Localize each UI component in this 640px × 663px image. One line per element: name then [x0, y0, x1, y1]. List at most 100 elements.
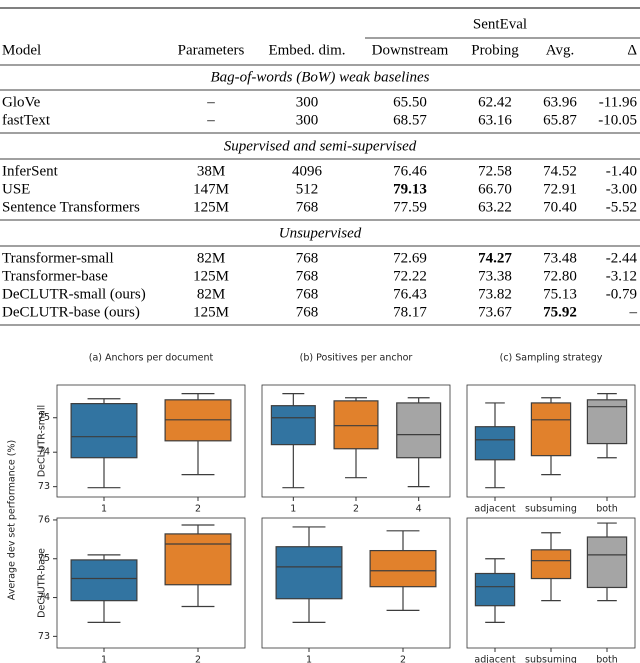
- x-tick-label: 2: [400, 655, 406, 663]
- panel-frame: [56, 517, 246, 649]
- y-tick-label: 75: [38, 553, 50, 564]
- cell: 82M: [197, 286, 225, 302]
- box: [586, 536, 628, 589]
- cell: 78.17: [393, 304, 427, 320]
- section-title: Supervised and semi-supervised: [224, 138, 417, 154]
- box: [474, 572, 516, 607]
- cell: -0.79: [606, 286, 637, 302]
- box: [333, 400, 379, 450]
- x-tick-label: 1: [101, 504, 107, 515]
- cell: 125M: [193, 304, 229, 320]
- cell: 65.50: [393, 94, 427, 110]
- cell: 72.91: [543, 181, 577, 197]
- cell: 63.22: [478, 199, 512, 215]
- x-tick-label: both: [596, 504, 618, 515]
- cell: 768: [296, 304, 319, 320]
- column-header: Probing: [471, 42, 519, 58]
- group-header: SentEval: [473, 16, 527, 32]
- x-tick-label: adjacent: [474, 655, 515, 663]
- cell: DeCLUTR-small (ours): [2, 286, 146, 302]
- cell: 63.16: [478, 112, 512, 128]
- cell: 768: [296, 286, 319, 302]
- x-tick-label: subsuming: [525, 655, 577, 663]
- cell: 72.22: [393, 268, 427, 284]
- cell: 512: [296, 181, 319, 197]
- section-title: Bag-of-words (BoW) weak baselines: [211, 69, 430, 85]
- box: [275, 546, 343, 600]
- box: [530, 549, 572, 580]
- cell: InferSent: [2, 163, 59, 179]
- x-tick-label: both: [596, 655, 618, 663]
- cell: 82M: [197, 250, 225, 266]
- panel-title: (a) Anchors per document: [89, 353, 214, 364]
- y-axis-label: Average dev set performance (%): [7, 440, 18, 600]
- cell: 66.70: [478, 181, 512, 197]
- cell: 4096: [292, 163, 323, 179]
- column-header: Embed. dim.: [268, 42, 345, 58]
- cell: Sentence Transformers: [2, 199, 140, 215]
- cell: 75.13: [543, 286, 577, 302]
- cell: 73.48: [543, 250, 577, 266]
- cell: 73.67: [478, 304, 512, 320]
- y-tick-label: 73: [38, 631, 50, 642]
- cell: 72.58: [478, 163, 512, 179]
- cell: 768: [296, 268, 319, 284]
- panel-title: (b) Positives per anchor: [300, 353, 413, 364]
- row-label: DeCLUTR-small: [37, 405, 48, 477]
- cell: 76.46: [393, 163, 427, 179]
- column-header: Δ: [627, 42, 637, 58]
- x-tick-label: subsuming: [525, 504, 577, 515]
- box: [369, 549, 437, 588]
- cell: –: [629, 304, 638, 320]
- cell: 768: [296, 250, 319, 266]
- cell: –: [206, 112, 215, 128]
- cell: 768: [296, 199, 319, 215]
- cell: 300: [296, 112, 319, 128]
- cell: Transformer-base: [2, 268, 108, 284]
- row-label: DeCLUTR-base: [37, 548, 48, 618]
- cell: -3.12: [606, 268, 637, 284]
- cell: 125M: [193, 199, 229, 215]
- cell: -5.52: [606, 199, 637, 215]
- column-header: Downstream: [372, 42, 449, 58]
- column-header: Parameters: [178, 42, 245, 58]
- column-header: Avg.: [546, 42, 574, 58]
- cell: 65.87: [543, 112, 577, 128]
- box: [396, 402, 442, 459]
- cell: Transformer-small: [2, 250, 114, 266]
- panel-frame: [56, 384, 246, 498]
- x-tick-label: 2: [195, 655, 201, 663]
- x-tick-label: 1: [101, 655, 107, 663]
- cell: 68.57: [393, 112, 427, 128]
- box: [474, 426, 516, 461]
- cell: 79.13: [393, 181, 427, 197]
- box: [270, 405, 316, 446]
- cell: 38M: [197, 163, 225, 179]
- cell: 74.52: [543, 163, 577, 179]
- box: [70, 403, 138, 459]
- cell: -2.44: [606, 250, 638, 266]
- cell: 76.43: [393, 286, 427, 302]
- cell: -1.40: [606, 163, 637, 179]
- cell: USE: [2, 181, 30, 197]
- cell: -11.96: [599, 94, 638, 110]
- cell: fastText: [2, 112, 51, 128]
- cell: 74.27: [478, 250, 512, 266]
- cell: 62.42: [478, 94, 512, 110]
- x-tick-label: adjacent: [474, 504, 515, 515]
- box: [70, 559, 138, 602]
- cell: 300: [296, 94, 319, 110]
- cell: -10.05: [598, 112, 637, 128]
- column-header: Model: [2, 42, 41, 58]
- y-tick-label: 74: [38, 592, 50, 603]
- panel-frame: [261, 517, 451, 649]
- cell: 63.96: [543, 94, 577, 110]
- box: [530, 402, 572, 457]
- y-tick-label: 76: [38, 514, 50, 525]
- x-tick-label: 2: [353, 504, 359, 515]
- cell: GloVe: [2, 94, 41, 110]
- cell: 70.40: [543, 199, 577, 215]
- x-tick-label: 1: [306, 655, 312, 663]
- x-tick-label: 1: [290, 504, 296, 515]
